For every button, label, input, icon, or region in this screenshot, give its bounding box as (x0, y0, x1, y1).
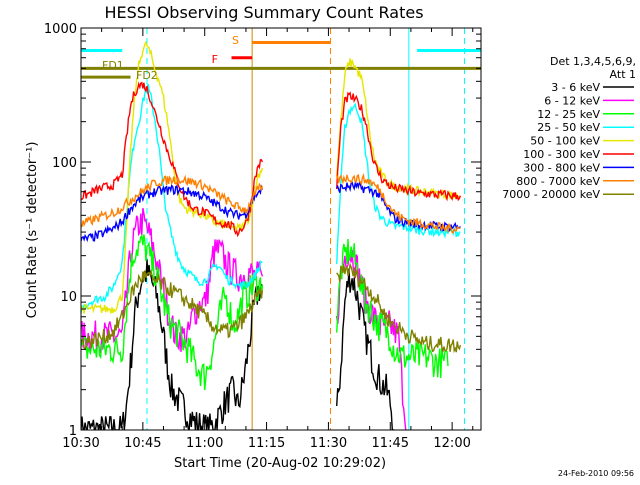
series-line (81, 259, 263, 430)
chart-title: HESSI Observing Summary Count Rates (104, 3, 423, 22)
series-line (336, 180, 461, 233)
series-line (336, 249, 407, 430)
series-line (336, 262, 462, 354)
legend-label: 6 - 12 keV (544, 94, 600, 107)
x-axis-label: Start Time (20-Aug-02 10:29:02) (174, 456, 386, 471)
state-bar-label: FD1 (102, 59, 124, 72)
series-line (336, 91, 462, 202)
y-tick-label: 100 (52, 156, 77, 171)
series-line (336, 58, 461, 201)
legend-label: 100 - 300 keV (523, 148, 600, 161)
series-line (81, 81, 264, 238)
plot-area: 10:30 10:45 11:00 11:15 11:30 11:45 12:00 1 10 10… (44, 22, 482, 451)
series-line (336, 238, 449, 379)
legend-label: 50 - 100 keV (530, 135, 600, 148)
x-tick-label: 11:00 (186, 436, 223, 451)
generation-date: 24-Feb-2010 09:56 (558, 469, 634, 478)
series-line (81, 234, 264, 391)
state-bar-label: FD2 (136, 69, 158, 82)
series-line (81, 174, 264, 228)
series-line (336, 173, 461, 234)
y-tick-label: 1000 (44, 22, 77, 37)
state-bar-label: S (232, 34, 239, 47)
x-tick-label: 10:30 (62, 436, 99, 451)
legend-label: 3 - 6 keV (551, 81, 600, 94)
x-tick-label: 10:45 (124, 436, 161, 451)
legend-title: Det 1,3,4,5,6,9,Att 1 (550, 55, 636, 81)
series-line (81, 83, 263, 314)
y-tick-label: 1 (69, 424, 77, 439)
y-axis-label: Count Rate (s⁻¹ detector⁻¹) (25, 142, 40, 319)
series-line (81, 269, 264, 351)
legend-label: 7000 - 20000 keV (502, 188, 600, 201)
series-line (336, 102, 461, 265)
legend-label: 12 - 25 keV (537, 108, 600, 121)
x-tick-label: 11:30 (310, 436, 347, 451)
state-bar-label: F (212, 53, 218, 66)
x-tick-label: 11:45 (372, 436, 409, 451)
plot-content (81, 28, 481, 430)
x-tick-label: 12:00 (433, 436, 470, 451)
series-line (81, 40, 264, 314)
legend-label: 300 - 800 keV (523, 161, 600, 174)
plot-frame (80, 27, 482, 431)
legend-title-line: Det 1,3,4,5,6,9, (550, 55, 636, 68)
legend-label: 25 - 50 keV (537, 121, 600, 134)
y-tick-label: 10 (60, 290, 77, 305)
legend-label: 800 - 7000 keV (516, 175, 600, 188)
x-tick-label: 11:15 (248, 436, 285, 451)
series-line (81, 184, 264, 243)
series-line (336, 268, 395, 430)
legend-title-line: Att 1 (610, 68, 636, 81)
